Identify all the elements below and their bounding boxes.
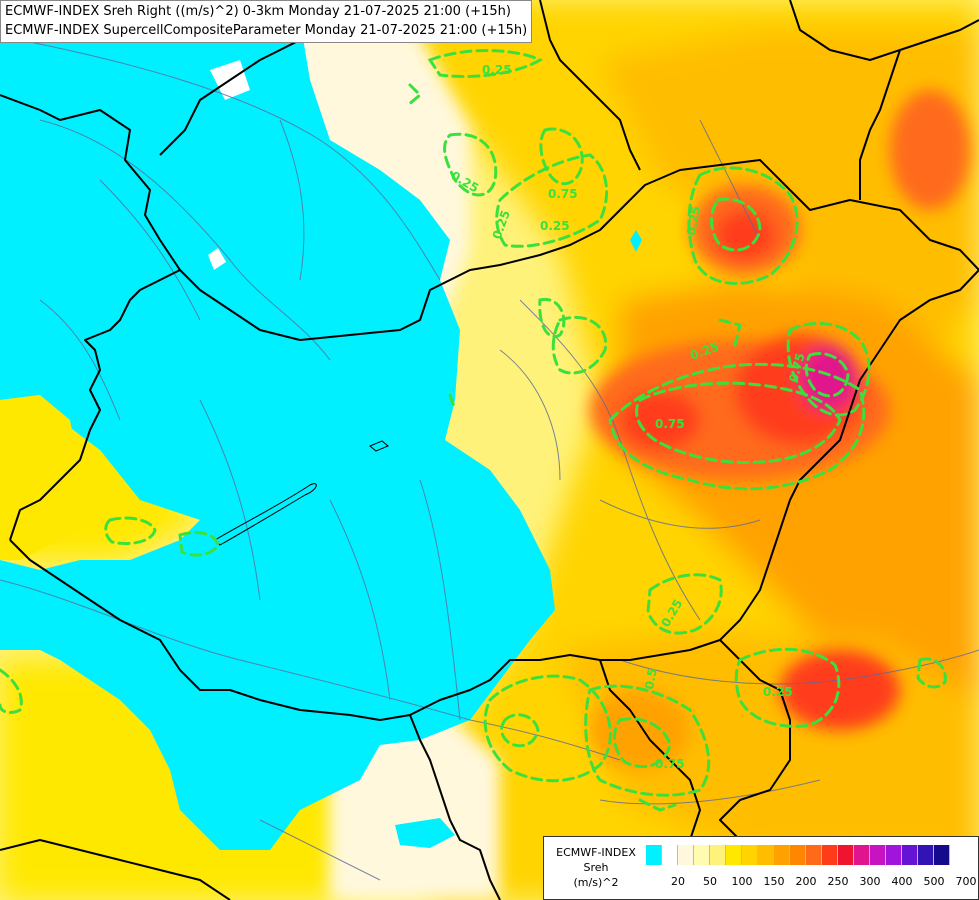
- border-south-east: [719, 639, 791, 841]
- hotspot-west: [620, 390, 700, 450]
- title-line-sreh: ECMWF-INDEX Sreh Right ((m/s)^2) 0-3km M…: [5, 4, 511, 19]
- rivers: [0, 39, 979, 881]
- legend-tick-label: 100: [731, 875, 753, 888]
- border-sw: [0, 839, 231, 900]
- legend-swatch: [822, 845, 838, 865]
- border-ne-2: [859, 49, 901, 200]
- legend-tick-label: 250: [827, 875, 849, 888]
- contour-label: 0.75: [655, 757, 685, 771]
- color-legend: ECMWF-INDEX Sreh (m/s)^2 20 50 100 150 200 25…: [543, 836, 979, 900]
- legend-swatch: [934, 845, 950, 865]
- legend-swatch: [918, 845, 934, 865]
- legend-tick-label: 300: [859, 875, 881, 888]
- legend-swatch: [678, 845, 694, 865]
- hotspot-se: [780, 650, 900, 730]
- legend-swatch: [838, 845, 854, 865]
- legend-swatch: [646, 845, 662, 865]
- contour-label: 0.5: [642, 667, 659, 690]
- contour-label: 0.25: [763, 685, 793, 699]
- contour-label: 0.25: [482, 63, 512, 77]
- legend-tick-label: 20: [671, 875, 685, 888]
- cyan-small-patch: [395, 818, 455, 848]
- cyan-lake: [630, 230, 642, 252]
- border-north-1: [0, 94, 979, 341]
- contour-label: 0.25: [540, 219, 570, 233]
- border-north-east: [789, 0, 979, 61]
- title-line-scp: ECMWF-INDEX SupercellCompositeParameter …: [5, 23, 528, 38]
- legend-swatches: [646, 845, 950, 865]
- contour-label: 0.75: [548, 187, 578, 201]
- legend-swatch: [742, 845, 758, 865]
- legend-tick-label: 700: [955, 875, 977, 888]
- cyan-region-main: [0, 0, 555, 850]
- map-title: ECMWF-INDEX Sreh Right ((m/s)^2) 0-3km M…: [0, 0, 533, 43]
- legend-swatch: [774, 845, 790, 865]
- cyan-region-sw-yellow: [0, 395, 100, 560]
- hotspot-ne: [890, 90, 970, 210]
- legend-title-unit: (m/s)^2: [573, 876, 619, 889]
- border-east: [9, 269, 979, 721]
- contour-label: 0.25: [684, 205, 703, 237]
- legend-swatch: [710, 845, 726, 865]
- legend-tick-label: 500: [923, 875, 945, 888]
- lake-outline: [214, 483, 317, 546]
- hotspot-north-core: [715, 210, 775, 260]
- legend-swatch: [758, 845, 774, 865]
- legend-ticks: 20 50 100 150 200 250 300 400 500 700: [646, 875, 977, 889]
- legend-swatch: [902, 845, 918, 865]
- white-island: [208, 248, 226, 270]
- legend-swatch: [694, 845, 710, 865]
- border-west: [9, 269, 181, 541]
- border-south: [409, 714, 501, 900]
- border-nw: [539, 0, 641, 171]
- scp-contours: [0, 49, 947, 812]
- legend-swatch: [790, 845, 806, 865]
- legend-tick-label: 150: [763, 875, 785, 888]
- legend-title-param: Sreh: [583, 861, 609, 874]
- border-south-2: [599, 659, 701, 871]
- legend-swatch: [726, 845, 742, 865]
- legend-swatch: [870, 845, 886, 865]
- legend-swatch: [854, 845, 870, 865]
- hotspot-s: [590, 690, 690, 770]
- legend-title-model: ECMWF-INDEX: [556, 846, 636, 859]
- legend-tick-label: 200: [795, 875, 817, 888]
- legend-swatch: [806, 845, 822, 865]
- legend-swatch: [662, 845, 678, 865]
- legend-swatch: [886, 845, 902, 865]
- legend-tick-label: 50: [703, 875, 717, 888]
- legend-tick-label: 400: [891, 875, 913, 888]
- lake-small: [369, 440, 389, 452]
- legend-title: ECMWF-INDEX Sreh (m/s)^2: [548, 845, 644, 890]
- contour-label: 0.75: [655, 417, 685, 431]
